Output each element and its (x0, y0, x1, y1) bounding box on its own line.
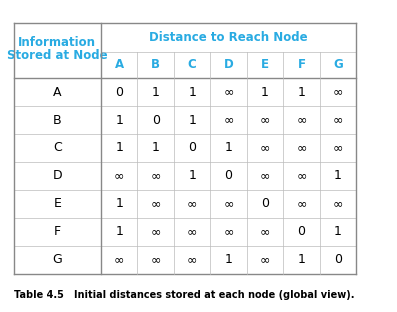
Text: Information: Information (18, 37, 96, 49)
Text: 1: 1 (115, 197, 123, 210)
Text: ∞: ∞ (333, 85, 343, 99)
Text: ∞: ∞ (224, 197, 234, 210)
Text: D: D (52, 169, 62, 182)
Text: 1: 1 (225, 141, 233, 154)
Text: 0: 0 (115, 85, 123, 99)
Text: ∞: ∞ (150, 197, 161, 210)
Text: 0: 0 (297, 225, 306, 238)
Text: 1: 1 (334, 169, 342, 182)
Text: ∞: ∞ (224, 225, 234, 238)
Text: E: E (261, 58, 269, 71)
Text: G: G (333, 58, 343, 71)
Text: ∞: ∞ (260, 141, 270, 154)
Text: 1: 1 (298, 253, 305, 266)
Text: 0: 0 (225, 169, 233, 182)
Text: G: G (52, 253, 62, 266)
Text: B: B (53, 114, 62, 126)
Text: C: C (188, 58, 197, 71)
Text: ∞: ∞ (150, 253, 161, 266)
Text: F: F (297, 58, 306, 71)
Text: ∞: ∞ (150, 225, 161, 238)
Text: 1: 1 (188, 169, 196, 182)
Text: E: E (54, 197, 61, 210)
Text: 1: 1 (298, 85, 305, 99)
Text: 1: 1 (225, 253, 233, 266)
Text: 1: 1 (152, 85, 160, 99)
Text: A: A (53, 85, 62, 99)
Text: ∞: ∞ (260, 114, 270, 126)
Text: ∞: ∞ (260, 253, 270, 266)
Text: A: A (115, 58, 124, 71)
Text: ∞: ∞ (296, 169, 307, 182)
Text: ∞: ∞ (224, 114, 234, 126)
Text: ∞: ∞ (296, 197, 307, 210)
Text: 1: 1 (152, 141, 160, 154)
Text: ∞: ∞ (260, 225, 270, 238)
Text: ∞: ∞ (114, 253, 124, 266)
Text: 1: 1 (115, 225, 123, 238)
Text: 0: 0 (188, 141, 196, 154)
Text: 1: 1 (261, 85, 269, 99)
Text: 0: 0 (152, 114, 160, 126)
Text: 1: 1 (334, 225, 342, 238)
Text: 1: 1 (115, 114, 123, 126)
Text: 0: 0 (334, 253, 342, 266)
Text: 1: 1 (188, 85, 196, 99)
Text: ∞: ∞ (260, 169, 270, 182)
Text: D: D (224, 58, 233, 71)
Text: F: F (54, 225, 61, 238)
Text: ∞: ∞ (296, 114, 307, 126)
Text: Distance to Reach Node: Distance to Reach Node (149, 31, 308, 44)
Text: ∞: ∞ (333, 114, 343, 126)
Text: 1: 1 (115, 141, 123, 154)
Text: ∞: ∞ (187, 253, 197, 266)
Text: 1: 1 (188, 114, 196, 126)
Text: ∞: ∞ (296, 141, 307, 154)
Text: 0: 0 (261, 197, 269, 210)
Bar (101, 23, 356, 52)
Text: Stored at Node: Stored at Node (7, 49, 108, 62)
Text: Table 4.5   Initial distances stored at each node (global view).: Table 4.5 Initial distances stored at ea… (13, 290, 354, 300)
Text: ∞: ∞ (187, 225, 197, 238)
Text: ∞: ∞ (333, 141, 343, 154)
Text: ∞: ∞ (150, 169, 161, 182)
Text: B: B (151, 58, 160, 71)
Text: ∞: ∞ (333, 197, 343, 210)
Text: ∞: ∞ (224, 85, 234, 99)
Text: ∞: ∞ (187, 197, 197, 210)
Text: ∞: ∞ (114, 169, 124, 182)
Text: C: C (53, 141, 62, 154)
